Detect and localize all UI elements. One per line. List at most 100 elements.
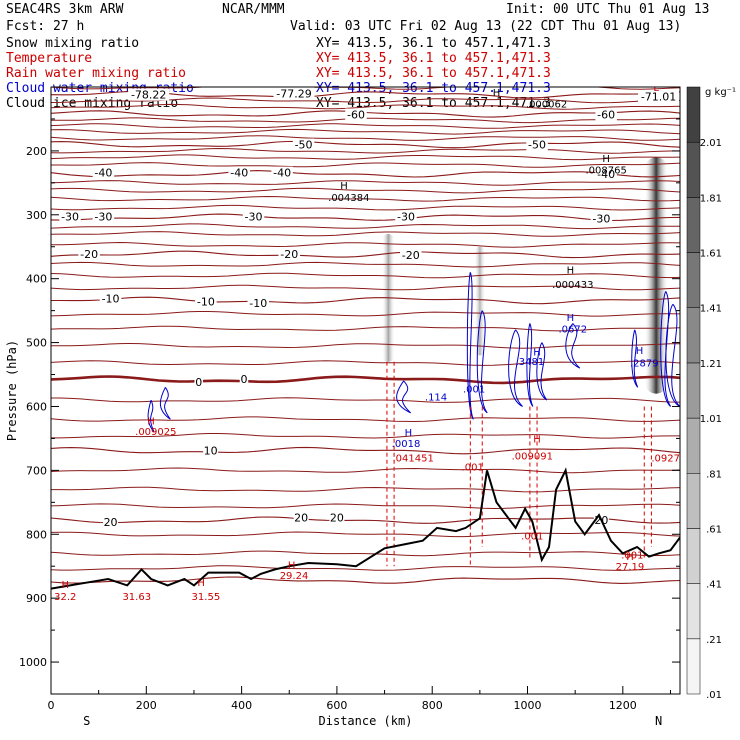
extremum-label: 31.55 xyxy=(192,592,221,603)
temp-label-bg xyxy=(228,166,250,179)
isotherm-line xyxy=(51,311,680,317)
temp-label-bg xyxy=(271,166,293,179)
temp-label: -60 xyxy=(597,108,615,121)
x-tick-label: 1000 xyxy=(514,699,542,712)
cloud-water-contour xyxy=(631,329,639,388)
extremum-label: .001 xyxy=(521,532,543,543)
extremum-label: .001 xyxy=(462,463,484,474)
isotherm-line xyxy=(51,503,680,510)
cloud-water-contour xyxy=(565,323,581,369)
temp-label: -40 xyxy=(273,167,291,180)
north-label: N xyxy=(655,714,662,728)
isotherm-line xyxy=(51,467,680,474)
temp-label: -30 xyxy=(245,211,263,224)
extremum-label: L xyxy=(653,83,659,94)
isotherm-line xyxy=(51,261,680,268)
temp-label: 20 xyxy=(104,516,118,529)
colorbar-swatch xyxy=(686,638,701,695)
isotherm-line xyxy=(51,140,680,149)
temp-label: -50 xyxy=(528,139,546,152)
colorbar-level-label: .21 xyxy=(706,635,722,646)
extremum-label: .114 xyxy=(425,392,447,403)
isotherm-line xyxy=(51,135,680,141)
temp-label-bg xyxy=(590,212,613,225)
cloud-water-contour xyxy=(476,310,488,414)
isotherm-line xyxy=(51,416,680,423)
colorbar-swatch xyxy=(686,307,701,364)
extremum-label: H xyxy=(405,428,413,439)
temp-label-bg xyxy=(273,87,315,100)
temp-label: 0 xyxy=(195,376,202,389)
temp-label: -10 xyxy=(102,292,120,305)
isotherm-line xyxy=(51,213,680,222)
isotherm-line xyxy=(51,516,680,524)
isotherm-line xyxy=(51,123,680,129)
colorbar-swatch xyxy=(686,197,701,253)
isotherm-line xyxy=(51,162,680,168)
temp-label-bg xyxy=(247,296,270,309)
isotherm-line xyxy=(51,446,680,455)
temp-label: 20 xyxy=(294,512,308,525)
isotherm-line xyxy=(51,531,680,538)
colorbar-level-label: .41 xyxy=(706,580,722,591)
colorbar-level-label: .61 xyxy=(706,524,722,535)
extremum-label: .2879 xyxy=(630,358,659,369)
org-label: NCAR/MMM xyxy=(222,2,285,17)
colorbar-level-label: .81 xyxy=(706,469,722,480)
isotherm-line xyxy=(51,550,680,557)
isotherm-line xyxy=(51,486,680,493)
legend-entry-name: Rain water mixing ratio xyxy=(6,66,186,81)
colorbar-level-label: 1.61 xyxy=(700,249,722,260)
extremum-label: H xyxy=(626,552,634,563)
cloud-water-contour xyxy=(147,399,155,433)
temp-label: -40 xyxy=(94,167,112,180)
colorbar-level-label: 1.21 xyxy=(700,359,722,370)
isotherm-line xyxy=(51,272,680,279)
colorbar-level-label: .01 xyxy=(706,690,722,701)
temp-label-bg xyxy=(92,166,115,179)
isotherm-line xyxy=(51,103,680,110)
y-axis-label: Pressure (hPa) xyxy=(5,340,19,441)
temp-label: -10 xyxy=(249,297,267,310)
colorbar-swatch xyxy=(686,583,701,640)
extremum-label: H xyxy=(602,154,610,165)
isotherm-line xyxy=(51,342,680,349)
extremum-label: H xyxy=(147,417,155,428)
colorbar-swatch xyxy=(686,417,701,474)
temp-label-bg xyxy=(203,444,219,457)
terrain-line xyxy=(51,467,680,590)
isotherm-line xyxy=(51,325,680,332)
temp-label: -20 xyxy=(80,248,98,261)
extremum-label: .000433 xyxy=(552,280,593,291)
temp-label-bg xyxy=(195,295,217,308)
y-tick-label: 800 xyxy=(26,528,47,541)
cloud-water-contour xyxy=(466,272,474,420)
legend-entry-xy: XY= 413.5, 36.1 to 457.1,471.3 xyxy=(316,66,551,81)
temp-label: -40 xyxy=(597,168,615,181)
extremum-label: 27.19 xyxy=(616,562,645,573)
extremum-label: H xyxy=(288,560,296,571)
y-tick-label: 300 xyxy=(26,209,47,222)
temp-label-bg xyxy=(78,247,100,260)
isotherm-line xyxy=(51,397,680,403)
y-tick-label: 1000 xyxy=(19,656,47,669)
legend-entry-xy: XY= 413.5, 36.1 to 457.1,471.3 xyxy=(316,36,551,51)
extremum-label: .0672 xyxy=(558,325,587,336)
forecast-hour: Fcst: 27 h xyxy=(6,19,84,34)
legend-entry-xy: XY= 413.5, 36.1 to 457.1,471.3 xyxy=(316,51,551,66)
temp-label-bg xyxy=(128,88,170,101)
extremum-label: .008765 xyxy=(585,165,626,176)
temp-label-bg xyxy=(242,210,265,223)
isotherm-line xyxy=(51,360,680,366)
temp-label-bg xyxy=(395,210,417,223)
colorbar-level-label: 2.01 xyxy=(700,138,722,149)
y-tick-label: 400 xyxy=(26,273,47,286)
x-tick-label: 400 xyxy=(231,699,252,712)
temp-label-bg xyxy=(595,108,617,121)
temp-label-bg xyxy=(239,372,249,385)
colorbar-swatch xyxy=(686,362,701,419)
freezing-level-line xyxy=(51,375,680,385)
colorbar-swatch xyxy=(686,252,701,308)
isotherm-line xyxy=(51,154,680,161)
